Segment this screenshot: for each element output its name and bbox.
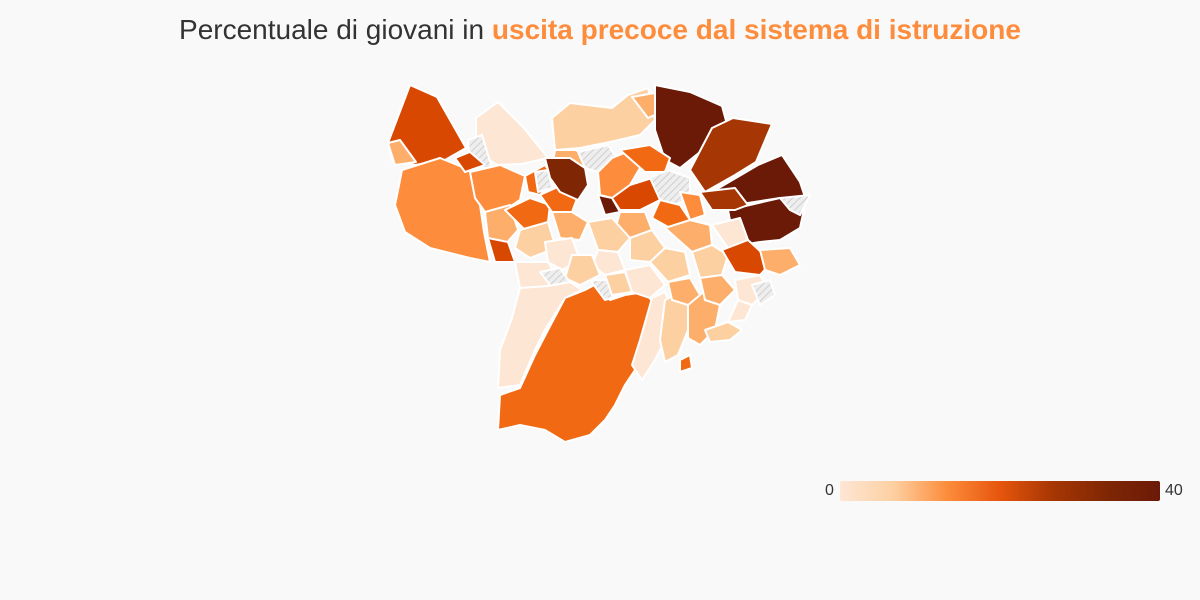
district-area [699,274,736,306]
district-area [679,191,706,221]
district-area [587,217,631,253]
district-area [691,244,729,279]
district-area [604,271,633,296]
district-area [727,299,753,323]
district-area [704,321,743,343]
district-no-data [779,194,811,216]
title-prefix: Percentuale di giovani in [179,14,492,45]
district-area [689,117,773,193]
district-area [664,219,713,253]
district-area [759,247,801,276]
district-area [504,197,551,231]
district-area [387,139,417,166]
district-area [649,247,691,283]
district-area [667,277,701,306]
title-highlight: uscita precoce dal sistema di istruzione [491,14,1021,45]
district-area [487,237,516,263]
district-area [497,281,583,389]
district-layer [387,84,811,443]
district-no-data [751,279,776,306]
district-area [544,157,589,201]
district-area [497,281,656,443]
legend-color-scale [840,481,1160,501]
district-area [454,151,486,173]
district-area [469,164,526,213]
legend-min-label: 0 [825,482,834,499]
district-area [619,144,671,173]
district-area [551,211,589,241]
district-no-data [534,169,553,193]
district-area [679,354,693,373]
legend-max-label: 40 [1165,482,1183,499]
district-area [699,187,749,211]
district-area [394,157,491,263]
map-title: Percentuale di giovani in uscita precoce… [0,14,1200,46]
